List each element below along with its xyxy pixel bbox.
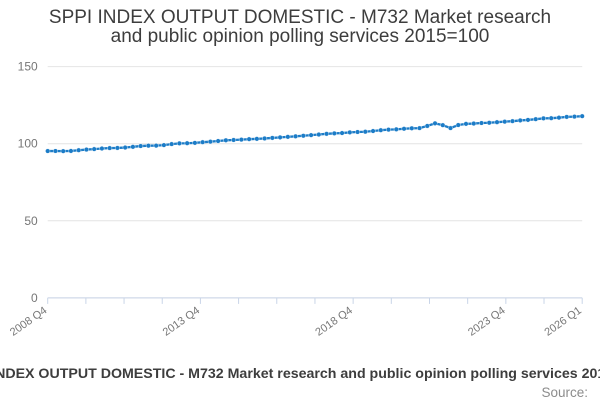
svg-text:2008 Q4: 2008 Q4 <box>8 305 49 339</box>
svg-text:2023 Q4: 2023 Q4 <box>466 305 507 339</box>
svg-text:2018 Q4: 2018 Q4 <box>313 305 354 339</box>
svg-text:150: 150 <box>18 60 38 74</box>
svg-text:0: 0 <box>31 291 38 305</box>
svg-text:2013 Q4: 2013 Q4 <box>161 305 202 339</box>
svg-text:100: 100 <box>18 137 38 151</box>
svg-text:50: 50 <box>24 214 38 228</box>
svg-text:2026 Q1: 2026 Q1 <box>542 305 583 339</box>
